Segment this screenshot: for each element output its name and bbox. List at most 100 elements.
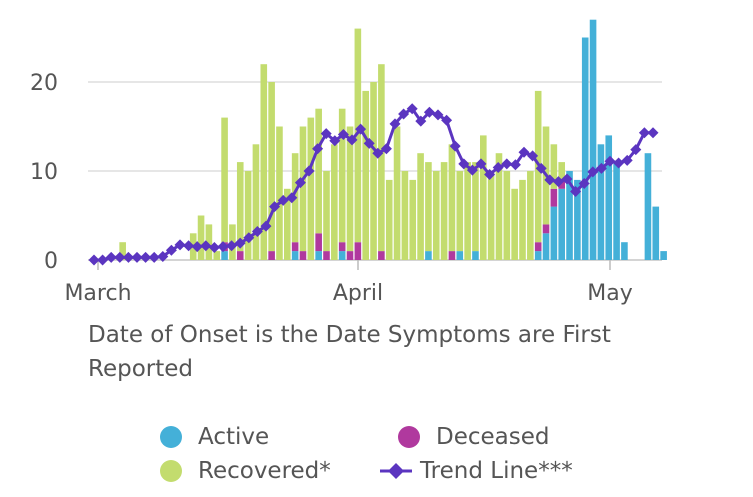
trend-point[interactable]	[174, 239, 186, 251]
active-bar[interactable]	[425, 251, 432, 260]
trend-point[interactable]	[613, 157, 625, 169]
trend-point[interactable]	[380, 143, 392, 155]
active-bar[interactable]	[605, 135, 613, 260]
trend-point[interactable]	[97, 254, 109, 266]
trend-point[interactable]	[88, 254, 100, 266]
trend-point[interactable]	[509, 159, 521, 171]
trend-point[interactable]	[217, 241, 229, 253]
recovered-bar[interactable]	[385, 179, 393, 260]
trend-point[interactable]	[372, 147, 384, 159]
active-bar[interactable]	[291, 251, 299, 260]
deceased-bar[interactable]	[558, 179, 565, 189]
trend-point[interactable]	[303, 165, 315, 177]
trend-point[interactable]	[260, 220, 272, 232]
trend-point[interactable]	[183, 240, 195, 252]
recovered-bar[interactable]	[511, 188, 518, 260]
trend-point[interactable]	[423, 106, 435, 118]
trend-point[interactable]	[466, 164, 478, 176]
trend-point[interactable]	[441, 114, 453, 126]
active-bar[interactable]	[613, 162, 620, 260]
recovered-bar[interactable]	[221, 117, 228, 243]
trend-point[interactable]	[243, 232, 255, 244]
recovered-bar[interactable]	[252, 144, 260, 260]
active-bar[interactable]	[542, 233, 550, 260]
trend-point[interactable]	[226, 240, 238, 252]
active-bar[interactable]	[221, 251, 228, 260]
deceased-bar[interactable]	[534, 242, 542, 252]
trend-point[interactable]	[484, 169, 496, 181]
trend-point[interactable]	[552, 176, 564, 188]
recovered-bar[interactable]	[354, 28, 362, 243]
deceased-bar[interactable]	[346, 251, 354, 260]
trend-point[interactable]	[234, 237, 246, 249]
recovered-bar[interactable]	[362, 90, 369, 261]
trend-point[interactable]	[535, 162, 547, 174]
deceased-bar[interactable]	[338, 242, 346, 252]
recovered-bar[interactable]	[284, 188, 291, 260]
legend-item-active[interactable]: Active	[160, 424, 269, 450]
trend-point[interactable]	[140, 251, 152, 263]
active-bar[interactable]	[338, 251, 346, 260]
legend-item-trend-line[interactable]: Trend Line***	[378, 458, 573, 484]
recovered-bar[interactable]	[307, 117, 315, 260]
recovered-bar[interactable]	[315, 108, 322, 234]
trend-point[interactable]	[320, 128, 332, 140]
recovered-bar[interactable]	[550, 144, 558, 189]
trend-point[interactable]	[114, 251, 126, 263]
trend-point[interactable]	[389, 118, 401, 130]
deceased-bar[interactable]	[448, 251, 456, 260]
active-bar[interactable]	[472, 251, 479, 260]
recovered-bar[interactable]	[495, 153, 503, 260]
active-bar[interactable]	[566, 171, 573, 260]
recovered-bar[interactable]	[456, 171, 464, 252]
recovered-bar[interactable]	[401, 171, 409, 260]
trend-point[interactable]	[449, 140, 461, 152]
recovered-bar[interactable]	[480, 135, 487, 260]
recovered-bar[interactable]	[299, 126, 307, 252]
trend-point[interactable]	[621, 154, 633, 166]
trend-point[interactable]	[630, 144, 642, 156]
recovered-bar[interactable]	[558, 162, 565, 180]
recovered-bar[interactable]	[331, 144, 338, 260]
trend-point[interactable]	[458, 158, 470, 170]
trend-point[interactable]	[337, 129, 349, 141]
active-bar[interactable]	[315, 251, 322, 260]
recovered-bar[interactable]	[276, 126, 283, 261]
deceased-bar[interactable]	[378, 251, 385, 260]
trend-point[interactable]	[294, 177, 306, 189]
legend-item-recovered[interactable]: Recovered*	[160, 458, 331, 484]
trend-point[interactable]	[355, 123, 367, 135]
recovered-bar[interactable]	[197, 215, 205, 261]
recovered-bar[interactable]	[119, 242, 126, 260]
recovered-bar[interactable]	[244, 171, 252, 260]
trend-point[interactable]	[561, 173, 573, 185]
active-bar[interactable]	[597, 144, 605, 260]
active-bar[interactable]	[550, 206, 558, 260]
trend-point[interactable]	[157, 250, 169, 262]
trend-point[interactable]	[105, 251, 117, 263]
trend-point[interactable]	[647, 127, 659, 139]
trend-point[interactable]	[518, 146, 530, 158]
deceased-bar[interactable]	[354, 242, 362, 260]
deceased-bar[interactable]	[299, 251, 307, 260]
trend-point[interactable]	[595, 162, 607, 174]
trend-point[interactable]	[398, 108, 410, 120]
deceased-bar[interactable]	[315, 233, 322, 252]
recovered-bar[interactable]	[519, 179, 526, 260]
trend-point[interactable]	[363, 137, 375, 149]
recovered-bar[interactable]	[417, 153, 424, 260]
recovered-bar[interactable]	[378, 64, 385, 252]
trend-point[interactable]	[587, 166, 599, 178]
active-bar[interactable]	[581, 37, 589, 261]
active-bar[interactable]	[660, 251, 667, 260]
trend-point[interactable]	[191, 241, 203, 253]
recovered-bar[interactable]	[323, 171, 330, 252]
recovered-bar[interactable]	[260, 64, 268, 260]
recovered-bar[interactable]	[205, 224, 213, 260]
recovered-bar[interactable]	[346, 126, 354, 252]
recovered-bar[interactable]	[268, 82, 275, 252]
deceased-bar[interactable]	[323, 251, 330, 260]
deceased-bar[interactable]	[291, 242, 299, 252]
trend-point[interactable]	[604, 155, 616, 167]
recovered-bar[interactable]	[213, 251, 221, 260]
